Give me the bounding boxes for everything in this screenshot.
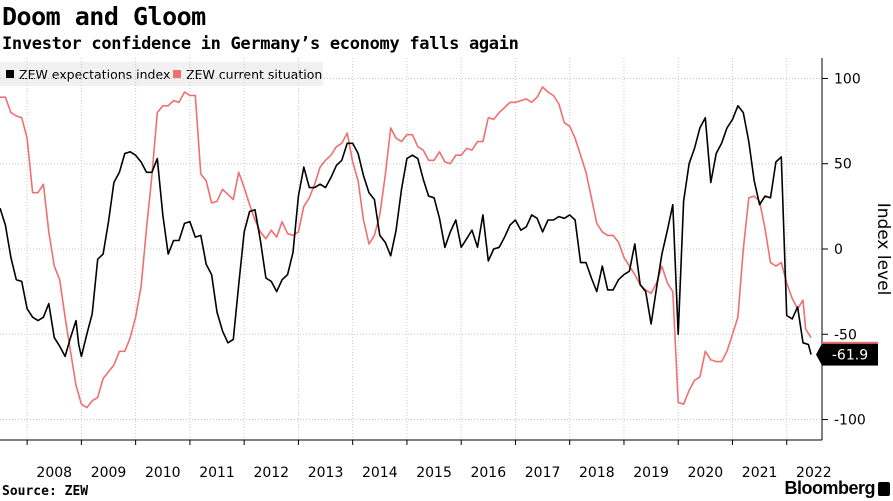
x-tick-label: 2020: [688, 465, 724, 481]
legend-item-expectations: ZEW expectations index: [6, 62, 170, 86]
x-tick-label: 2008: [36, 465, 72, 481]
series-line-expectations: [0, 105, 812, 358]
legend-item-current-situation: ZEW current situation: [173, 62, 322, 86]
x-tick-label: 2018: [579, 465, 615, 481]
x-tick-label: 2012: [253, 465, 289, 481]
x-tick-label: 2009: [91, 465, 127, 481]
x-tick-label: 2022: [796, 465, 832, 481]
legend-swatch-current-situation: [173, 70, 181, 78]
legend: ZEW expectations index ZEW current situa…: [0, 62, 323, 86]
brand-logo-text: Bloomberg: [784, 478, 875, 498]
y-tick-label: 0: [834, 242, 843, 258]
last-value-label: -61.9: [832, 348, 868, 364]
y-tick-label: -50: [834, 327, 857, 343]
x-tick-label: 2021: [742, 465, 778, 481]
source-note: Source: ZEW: [2, 484, 89, 499]
y-tick-label: 50: [834, 157, 852, 173]
x-tick-label: 2016: [470, 465, 506, 481]
legend-swatch-expectations: [6, 70, 14, 78]
x-tick-label: 2015: [416, 465, 452, 481]
bloomberg-icon: [878, 482, 890, 496]
x-tick-label: 2017: [525, 465, 561, 481]
x-tick-label: 2011: [199, 465, 235, 481]
legend-label-current-situation: ZEW current situation: [186, 66, 323, 82]
chart-title: Doom and Gloom: [2, 2, 206, 31]
series-line-current-situation: [0, 86, 812, 409]
y-tick-label: -100: [834, 413, 866, 429]
y-axis-label: Index level: [873, 203, 893, 296]
x-tick-label: 2013: [308, 465, 344, 481]
last-value-tag: [822, 343, 878, 366]
last-value-pointer: [816, 343, 822, 366]
legend-label-expectations: ZEW expectations index: [19, 66, 171, 82]
x-tick-label: 2019: [633, 465, 669, 481]
chart-subtitle: Investor confidence in Germany’s economy…: [2, 34, 519, 54]
x-tick-label: 2010: [145, 465, 181, 481]
y-tick-label: 100: [834, 71, 861, 87]
x-tick-label: 2014: [362, 465, 398, 481]
